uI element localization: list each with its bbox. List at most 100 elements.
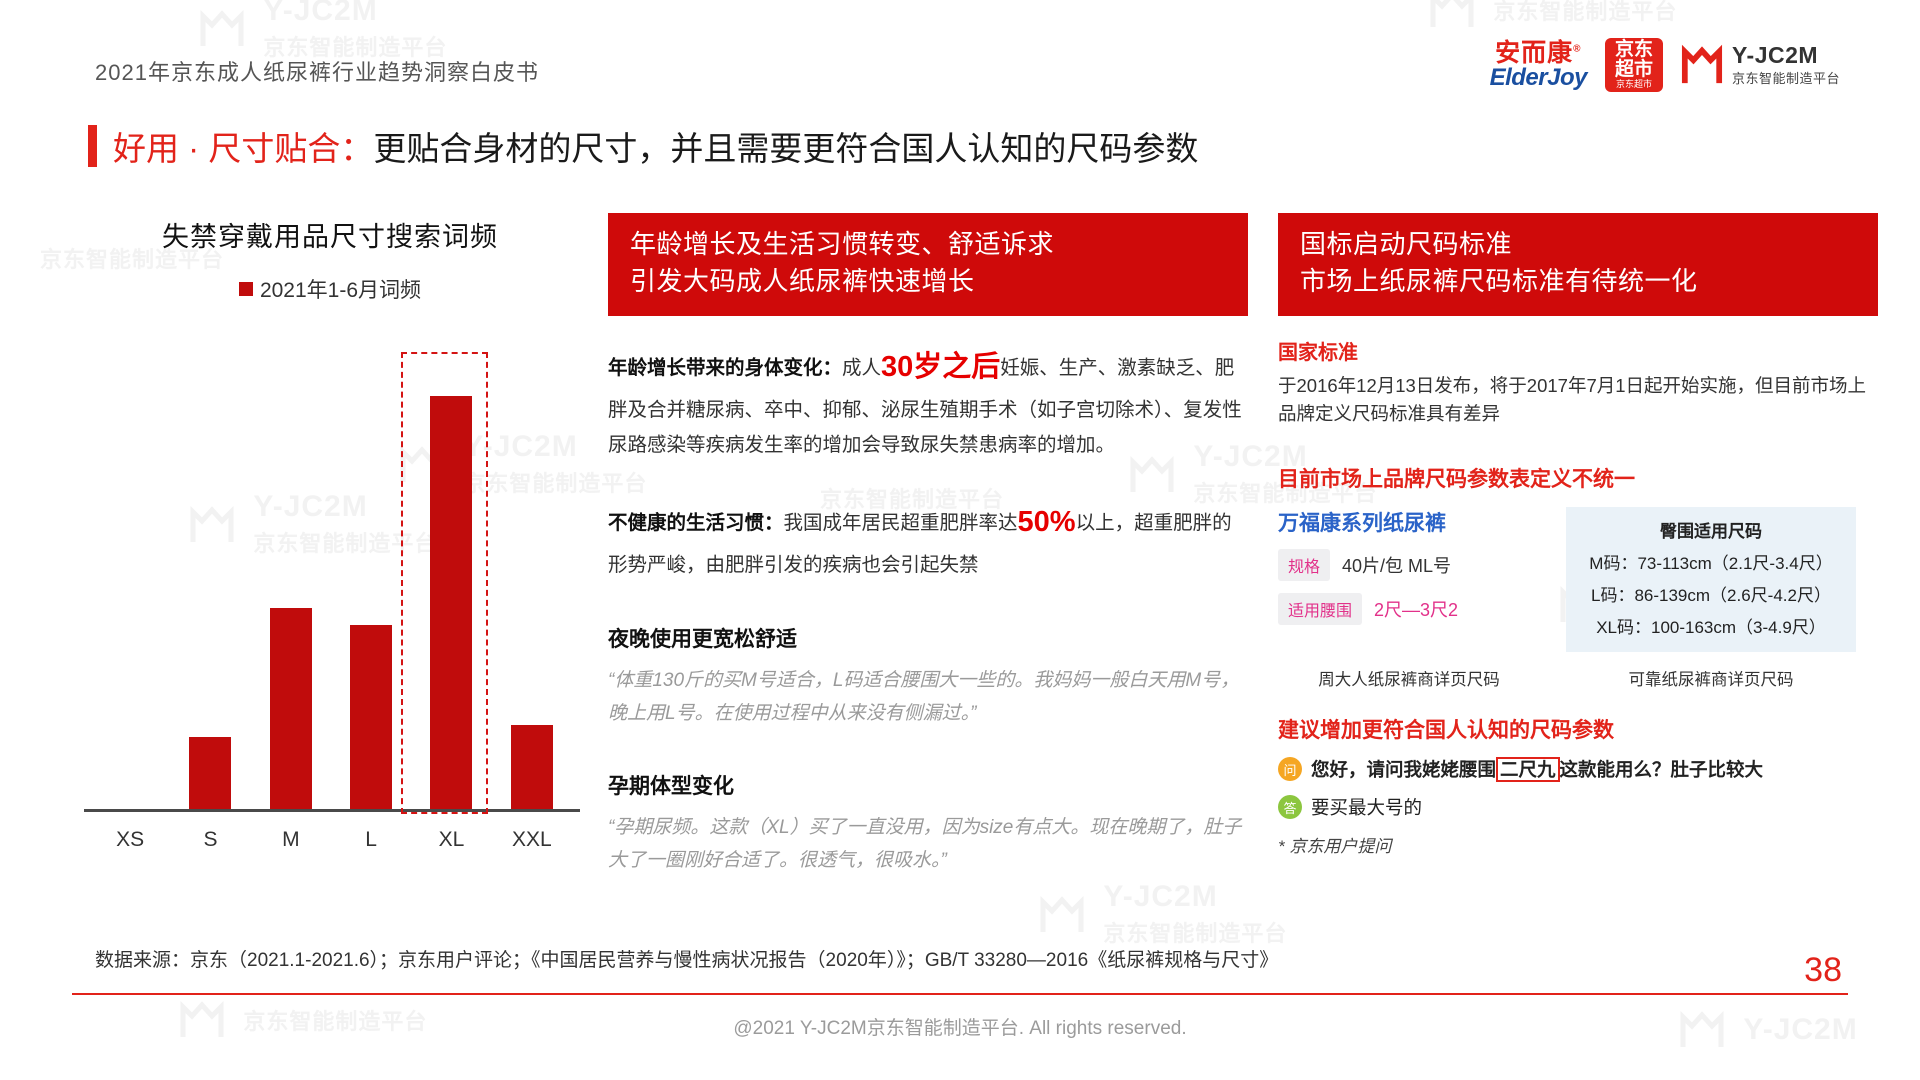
chart-x-tick-labels: XS S M L XL XXL	[90, 828, 572, 852]
title-accent-bar	[88, 125, 97, 167]
standard-banner-line2: 市场上纸尿裤尺码标准有待统一化	[1300, 265, 1698, 296]
advice-heading: 建议增加更符合国人认知的尺码参数	[1278, 719, 1614, 743]
chart-bar	[350, 624, 393, 812]
card-captions: 周大人纸尿裤商详页尺码 可靠纸尿裤商详页尺码	[1278, 666, 1878, 690]
footer-rule	[72, 992, 1848, 995]
brand-waist-row: 适用腰围 2尺—3尺2	[1278, 593, 1540, 626]
watermark: 京东智能制造平台	[1430, 0, 1677, 30]
slide-title-red: 好用 · 尺寸贴合：	[113, 130, 374, 167]
hip-size-line: M码：73-113cm（2.1尺-3.4尺）	[1589, 554, 1833, 574]
yjc2m-mark-icon	[1681, 43, 1723, 87]
obesity-paragraph-highlight: 50%	[1017, 505, 1076, 538]
chart-bar-slot	[170, 354, 250, 812]
size-standard-panel: 国标启动尺码标准 市场上纸尿裤尺码标准有待统一化 国家标准 于2016年12月1…	[1278, 213, 1878, 857]
chart-x-tick-label: S	[203, 828, 218, 851]
age-paragraph-lead: 年龄增长带来的身体变化：	[608, 356, 843, 379]
answer-text: 要买最大号的	[1311, 797, 1423, 819]
brand-name: 万福康系列纸尿裤	[1278, 512, 1446, 536]
yjc2m-logo-cn: 京东智能制造平台	[1731, 71, 1840, 87]
hip-size-line: XL码：100-163cm（3-4.9尺）	[1596, 618, 1826, 638]
elderjoy-logo: 安而康® ElderJoy	[1490, 38, 1588, 90]
watermark-en: Y-JC2M	[263, 0, 378, 27]
yjc2m-watermark-logo	[1040, 895, 1084, 935]
watermark-text: 京东智能制造平台	[1493, 0, 1677, 27]
question-row: 问 您好，请问我姥姥腰围 二尺九 这款能用么？肚子比较大	[1278, 756, 1878, 783]
watermark: Y-JC2M 京东智能制造平台	[1040, 880, 1287, 949]
question-highlight: 二尺九	[1496, 757, 1560, 783]
standard-banner: 国标启动尺码标准 市场上纸尿裤尺码标准有待统一化	[1278, 213, 1878, 316]
chart-bars	[90, 354, 572, 812]
jd-supermarket-logo: 京东 超市 京东超市	[1604, 38, 1663, 92]
chart-legend: 2021年1-6月词频	[70, 274, 590, 304]
brand-spec-row: 规格 40片/包 ML号	[1278, 549, 1540, 582]
chart-bar	[189, 737, 232, 812]
chart-bar	[269, 607, 312, 812]
chart-x-tick-label: L	[365, 828, 377, 851]
brand-waist-value: 2尺—3尺2	[1374, 600, 1459, 621]
data-source: 数据来源：京东（2021.1-2021.6）；京东用户评论；《中国居民营养与慢性…	[95, 950, 1279, 971]
question-post: 这款能用么？肚子比较大	[1559, 759, 1764, 781]
chart-bar-slot	[492, 354, 572, 812]
registered-mark-icon: ®	[1573, 43, 1582, 55]
pregnancy-heading: 孕期体型变化	[608, 775, 734, 799]
chart-bar-slot	[90, 354, 170, 812]
night-use-quote: “体重130斤的买M号适合，L码适合腰围大一些的。我妈妈一般白天用M号，晚上用L…	[608, 670, 1240, 724]
chart-x-tick-label: XXL	[511, 828, 552, 851]
jd-logo-line1: 京东	[1614, 39, 1653, 61]
age-paragraph-rest: 妊娠、生产、激素缺乏、肥胖及合并糖尿病、卒中、抑郁、泌尿生殖期手术（如子宫切除术…	[608, 356, 1242, 457]
age-paragraph: 年龄增长带来的身体变化：成人30岁之后妊娠、生产、激素缺乏、肥胖及合并糖尿病、卒…	[608, 342, 1248, 463]
brand-card-left: 万福康系列纸尿裤 规格 40片/包 ML号 适用腰围 2尺—3尺2	[1278, 507, 1540, 652]
obesity-paragraph-lead: 不健康的生活习惯：	[608, 511, 784, 534]
night-use-block: 夜晚使用更宽松舒适 “体重130斤的买M号适合，L码适合腰围大一些的。我妈妈一般…	[608, 623, 1248, 730]
watermark-cn: 京东智能制造平台	[1493, 0, 1678, 24]
watermark-text: Y-JC2M 京东智能制造平台	[1103, 880, 1287, 949]
growth-banner: 年龄增长及生活习惯转变、舒适诉求 引发大码成人纸尿裤快速增长	[608, 213, 1248, 316]
chart-title: 失禁穿戴用品尺寸搜索词频	[162, 222, 498, 252]
yjc2m-watermark-logo	[200, 9, 244, 49]
question-text: 您好，请问我姥姥腰围 二尺九 这款能用么？肚子比较大	[1311, 756, 1764, 783]
qa-note: * 京东用户提问	[1278, 837, 1392, 857]
elderjoy-logo-cn: 安而康®	[1495, 38, 1582, 67]
age-paragraph-pre: 成人	[842, 356, 882, 379]
obesity-paragraph-pre: 我国成年居民超重肥胖率达	[783, 511, 1018, 534]
document-title: 2021年京东成人纸尿裤行业趋势洞察白皮书	[95, 60, 539, 85]
yjc2m-watermark-logo	[1430, 0, 1474, 30]
answer-row: 答 要买最大号的	[1278, 794, 1878, 820]
watermark-en: Y-JC2M	[1103, 880, 1218, 913]
chart-x-tick-label: M	[282, 828, 300, 851]
search-frequency-chart: 失禁穿戴用品尺寸搜索词频 2021年1-6月词频 XS S M L XL XXL	[70, 215, 590, 851]
jd-logo-sub: 京东超市	[1615, 79, 1652, 90]
yjc2m-logo-en: Y-JC2M	[1731, 41, 1819, 68]
watermark: Y-JC2M 京东智能制造平台	[200, 0, 447, 63]
page-number: 38	[1804, 951, 1842, 989]
chart-x-tick-label: XS	[116, 828, 145, 851]
chart-bar	[430, 395, 473, 812]
logo-group: 安而康® ElderJoy 京东 超市 京东超市 Y-JC2M 京东智能制造平台	[1490, 38, 1840, 92]
card-right-caption: 可靠纸尿裤商详页尺码	[1628, 671, 1794, 690]
chart-bar-slot	[251, 354, 331, 812]
growth-drivers-panel: 年龄增长及生活习惯转变、舒适诉求 引发大码成人纸尿裤快速增长 年龄增长带来的身体…	[608, 213, 1248, 878]
standard-banner-line1: 国标启动尺码标准	[1300, 229, 1513, 259]
obesity-paragraph-rest: 以上，超重肥胖的形势严峻，由肥胖引发的疾病也会引起失禁	[608, 511, 1232, 577]
age-paragraph-highlight: 30岁之后	[881, 350, 1001, 383]
chart-x-tick-label: XL	[438, 828, 465, 851]
slide-title: 好用 · 尺寸贴合：更贴合身材的尺寸，并且需要更符合国人认知的尺码参数	[88, 122, 1198, 170]
brand-spec-value: 40片/包 ML号	[1342, 556, 1452, 577]
legend-swatch-icon	[238, 282, 253, 296]
national-standard-heading: 国家标准	[1278, 341, 1358, 364]
night-use-heading: 夜晚使用更宽松舒适	[608, 628, 797, 652]
hip-size-heading: 臀围适用尺码	[1660, 522, 1762, 542]
growth-banner-line2: 引发大码成人纸尿裤快速增长	[630, 265, 975, 296]
chart-bar-slot	[411, 354, 491, 812]
nonuniform-heading: 目前市场上品牌尺码参数表定义不统一	[1278, 468, 1635, 492]
copyright: @2021 Y-JC2M京东智能制造平台. All rights reserve…	[733, 1018, 1187, 1039]
chart-bar-slot	[331, 354, 411, 812]
slide-title-black: 更贴合身材的尺寸，并且需要更符合国人认知的尺码参数	[373, 130, 1199, 167]
national-standard-text: 于2016年12月13日发布，将于2017年7月1日起开始实施，但目前市场上品牌…	[1278, 374, 1867, 425]
legend-label: 2021年1-6月词频	[259, 279, 422, 302]
yjc2m-logo: Y-JC2M 京东智能制造平台	[1681, 42, 1840, 89]
brand-spec-tag: 规格	[1278, 549, 1331, 582]
answer-badge-icon: 答	[1278, 795, 1302, 820]
question-badge-icon: 问	[1278, 757, 1302, 782]
growth-banner-line1: 年龄增长及生活习惯转变、舒适诉求	[630, 229, 1055, 259]
